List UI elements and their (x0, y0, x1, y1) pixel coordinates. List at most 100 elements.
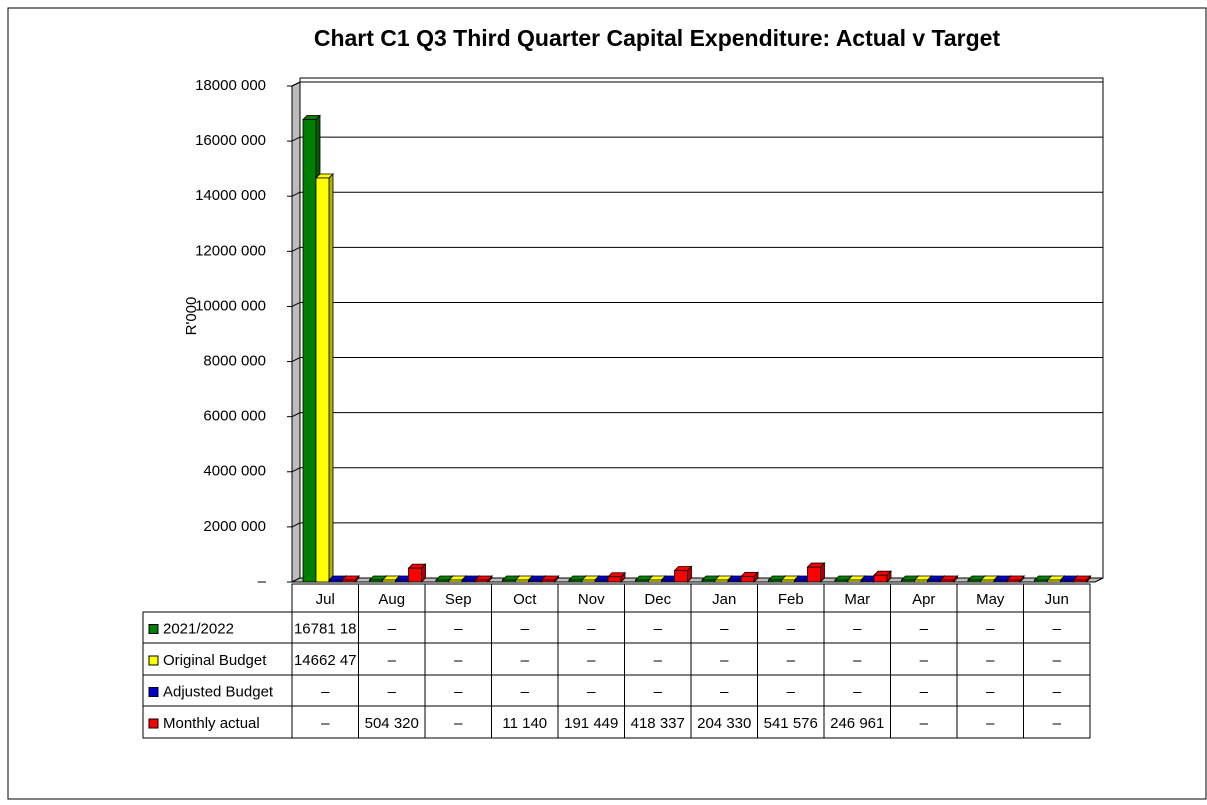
table-cell: – (454, 620, 463, 637)
grid-line (291, 467, 1103, 473)
table-cell: 418 337 (631, 715, 685, 732)
bar (594, 579, 609, 583)
y-tick-label: 10000 000 (195, 297, 266, 314)
bar (781, 579, 795, 583)
bar (701, 579, 716, 583)
bar (435, 579, 450, 583)
bar-side (328, 173, 334, 583)
bar (341, 579, 356, 583)
bar (927, 579, 941, 583)
table-cell: – (986, 683, 995, 700)
grid-line (291, 81, 1103, 87)
bar (980, 579, 995, 583)
table-cell: 246 961 (830, 715, 884, 732)
y-tick-label: 6000 000 (203, 408, 266, 425)
bar (661, 579, 675, 583)
table-cell: – (388, 652, 397, 669)
x-tick-label: May (976, 591, 1005, 608)
y-tick-label: 14000 000 (195, 187, 266, 204)
bar (448, 579, 463, 583)
table-cell: – (587, 652, 596, 669)
table-cell: – (521, 683, 530, 700)
table-cell: 204 330 (697, 715, 751, 732)
bar (568, 579, 583, 583)
grid-line (291, 522, 1103, 528)
bar (1034, 579, 1048, 583)
table-cell: – (787, 652, 796, 669)
table-cell: – (388, 683, 397, 700)
bar (502, 579, 516, 583)
x-tick-label: Aug (378, 591, 405, 608)
x-tick-label: Apr (912, 591, 935, 608)
bar (1006, 579, 1021, 583)
table-cell: – (920, 652, 929, 669)
bar (369, 579, 383, 583)
legend-swatch (148, 687, 159, 697)
bar (528, 579, 542, 583)
bar (914, 579, 928, 583)
bar (648, 579, 662, 583)
table-cell: – (587, 620, 596, 637)
grid-line (291, 136, 1103, 142)
bar (474, 579, 489, 583)
table-cell: – (321, 683, 330, 700)
x-tick-label: Dec (644, 591, 671, 608)
table-cell: – (986, 715, 995, 732)
bar (328, 579, 343, 583)
x-tick-label: Jul (316, 591, 335, 608)
table-cell: – (986, 620, 995, 637)
legend-swatch (148, 655, 159, 666)
bar (901, 579, 915, 583)
table-cell: – (654, 652, 663, 669)
table-cell: 504 320 (365, 715, 419, 732)
table-cell: – (454, 683, 463, 700)
table-cell: – (454, 652, 463, 669)
bar (635, 579, 649, 583)
x-tick-label: Feb (778, 591, 804, 608)
grid-line (291, 357, 1103, 363)
bar (740, 575, 755, 583)
table-cell: – (720, 652, 729, 669)
table-cell: – (720, 620, 729, 637)
table-cell: – (986, 652, 995, 669)
table-cell: 16781 18 (294, 620, 357, 637)
y-tick-label: 4000 000 (203, 463, 266, 480)
y-axis-label: R'000 (183, 297, 200, 336)
y-tick-label: 8000 000 (203, 353, 266, 370)
bar (541, 579, 555, 583)
bar (674, 570, 688, 583)
bar (382, 579, 396, 583)
table-cell: – (654, 683, 663, 700)
bar (714, 579, 729, 583)
legend-swatch (148, 624, 159, 634)
bar (1060, 579, 1074, 583)
table-cell: – (654, 620, 663, 637)
bar (395, 579, 409, 583)
table-cell: – (853, 683, 862, 700)
table-cell: – (920, 620, 929, 637)
bar (461, 579, 476, 583)
legend-label: Adjusted Budget (163, 683, 274, 700)
back-wall (299, 77, 1104, 579)
x-tick-label: Jan (712, 591, 736, 608)
bar (1073, 579, 1087, 583)
bar (1047, 579, 1061, 583)
bar (940, 579, 954, 583)
bar (515, 579, 529, 583)
bar (807, 566, 821, 583)
table-cell: – (587, 683, 596, 700)
grid-line (291, 191, 1103, 197)
table-cell: – (853, 620, 862, 637)
table-cell: – (1053, 683, 1062, 700)
table-cell: – (920, 715, 929, 732)
bar (581, 579, 596, 583)
table-cell: – (920, 683, 929, 700)
table-cell: – (521, 652, 530, 669)
legend-label: 2021/2022 (163, 620, 234, 637)
y-tick-label: 18000 000 (195, 77, 266, 94)
table-cell: 11 140 (502, 715, 547, 732)
bar (993, 579, 1008, 583)
bar (873, 574, 888, 583)
bar (607, 576, 622, 583)
